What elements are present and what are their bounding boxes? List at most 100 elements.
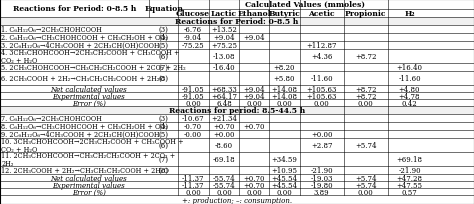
Text: 0.00: 0.00 xyxy=(276,188,292,196)
Text: -6.76: -6.76 xyxy=(184,26,202,34)
Text: Propionic: Propionic xyxy=(345,10,386,18)
Text: Equation: Equation xyxy=(144,5,183,13)
Text: Butyric: Butyric xyxy=(268,10,301,18)
Text: +34.59: +34.59 xyxy=(272,155,297,163)
Text: 9. 2C₆H₁₂O₆→4CH₃COOH + 2CH₃CH(OH)COOH: 9. 2C₆H₁₂O₆→4CH₃COOH + 2CH₃CH(OH)COOH xyxy=(1,130,160,138)
Text: -8.60: -8.60 xyxy=(215,141,233,149)
Text: 4. 3CH₃CHOHCOOH→2CH₃CH₂COOH + CH₃COOH +: 4. 3CH₃CHOHCOOH→2CH₃CH₂COOH + CH₃COOH + xyxy=(1,49,180,57)
Text: -75.25: -75.25 xyxy=(182,42,204,50)
Text: Lactic: Lactic xyxy=(211,10,237,18)
Text: 0.00: 0.00 xyxy=(246,99,262,107)
Text: +9.04: +9.04 xyxy=(244,34,265,42)
Text: -21.90: -21.90 xyxy=(398,166,421,174)
Text: +9.04: +9.04 xyxy=(244,92,265,100)
Text: -0.00: -0.00 xyxy=(184,130,202,138)
Text: Reactions for period: 8.5-44.5 h: Reactions for period: 8.5-44.5 h xyxy=(169,106,305,114)
Text: -11.37: -11.37 xyxy=(182,181,204,188)
Text: +0.70: +0.70 xyxy=(244,174,265,182)
Text: +64.17: +64.17 xyxy=(211,92,237,100)
Text: (3): (3) xyxy=(159,26,168,34)
Text: +47.28: +47.28 xyxy=(397,174,422,182)
Text: 0.00: 0.00 xyxy=(185,99,201,107)
Text: -91.05: -91.05 xyxy=(182,92,204,100)
Text: +21.34: +21.34 xyxy=(211,114,237,122)
Text: -16.40: -16.40 xyxy=(213,64,235,72)
Text: 0.00: 0.00 xyxy=(276,99,292,107)
Text: +5.80: +5.80 xyxy=(273,75,295,83)
Text: +45.54: +45.54 xyxy=(272,174,297,182)
Text: +5.74: +5.74 xyxy=(355,141,376,149)
Text: 2H₂: 2H₂ xyxy=(1,159,14,167)
Text: 0.57: 0.57 xyxy=(401,188,418,196)
Text: (8): (8) xyxy=(158,75,169,83)
Text: 0.00: 0.00 xyxy=(358,188,374,196)
Text: 3.89: 3.89 xyxy=(314,188,329,196)
Text: 5. 2CH₃CHOHCOOH→CH₃CH₂CH₂COOH + 2CO₂ + 2H₂: 5. 2CH₃CHOHCOOH→CH₃CH₂CH₂COOH + 2CO₂ + 2… xyxy=(1,64,186,72)
Text: +5.74: +5.74 xyxy=(355,174,376,182)
Text: -13.08: -13.08 xyxy=(213,53,235,61)
Text: -19.80: -19.80 xyxy=(310,181,333,188)
Text: (7): (7) xyxy=(158,155,169,163)
Text: +4.36: +4.36 xyxy=(311,53,332,61)
Text: -55.74: -55.74 xyxy=(213,181,235,188)
Text: +0.00: +0.00 xyxy=(311,130,332,138)
Text: -21.90: -21.90 xyxy=(310,166,333,174)
Text: 10. 3CH₃CHOHCOOH→2CH₃CH₂COOH + CH₃COOH +: 10. 3CH₃CHOHCOOH→2CH₃CH₂COOH + CH₃COOH + xyxy=(1,137,184,145)
Text: 0.00: 0.00 xyxy=(216,188,232,196)
Text: +47.55: +47.55 xyxy=(397,181,422,188)
Text: +8.72: +8.72 xyxy=(355,92,376,100)
Text: +10.95: +10.95 xyxy=(272,166,297,174)
Text: 8. C₆H₁₂O₆→CH₃CHOHCOOH + CH₃CH₂OH + CO₂: 8. C₆H₁₂O₆→CH₃CHOHCOOH + CH₃CH₂OH + CO₂ xyxy=(1,122,168,130)
Text: Reactions for Period: 0-8.5 h: Reactions for Period: 0-8.5 h xyxy=(175,18,299,26)
Text: (3): (3) xyxy=(159,114,168,122)
Text: -91.05: -91.05 xyxy=(182,85,204,93)
Text: +105.63: +105.63 xyxy=(306,85,337,93)
Text: +105.63: +105.63 xyxy=(306,92,337,100)
Text: Ethanol: Ethanol xyxy=(237,10,271,18)
Text: -9.04: -9.04 xyxy=(184,34,202,42)
Text: Experimental values: Experimental values xyxy=(53,181,125,188)
Text: (7): (7) xyxy=(158,64,169,72)
Text: -69.18: -69.18 xyxy=(213,155,235,163)
Text: CO₂ + H₂O: CO₂ + H₂O xyxy=(1,57,37,65)
Text: 0.00: 0.00 xyxy=(246,188,262,196)
Bar xyxy=(0,18,474,26)
Text: Experimental values: Experimental values xyxy=(53,92,125,100)
Text: Error (%): Error (%) xyxy=(72,99,106,107)
Text: H₂: H₂ xyxy=(404,10,415,18)
Text: -19.03: -19.03 xyxy=(310,174,333,182)
Text: 3. 2C₆H₁₂O₆→4CH₃COOH + 2CH₃CH(OH)COOH: 3. 2C₆H₁₂O₆→4CH₃COOH + 2CH₃CH(OH)COOH xyxy=(1,42,160,50)
Text: -11.60: -11.60 xyxy=(310,75,333,83)
Text: -11.37: -11.37 xyxy=(182,174,204,182)
Text: +0.70: +0.70 xyxy=(244,181,265,188)
Text: Glucose: Glucose xyxy=(176,10,210,18)
Text: +0.00: +0.00 xyxy=(213,130,235,138)
Text: 11. 2CH₃CHOHCOOH→CH₃CH₂CH₂COOH + 2CO₂ +: 11. 2CH₃CHOHCOOH→CH₃CH₂CH₂COOH + 2CO₂ + xyxy=(1,151,176,159)
Text: +14.08: +14.08 xyxy=(272,85,297,93)
Text: (6): (6) xyxy=(158,53,169,61)
Text: +5.74: +5.74 xyxy=(355,181,376,188)
Text: +9.04: +9.04 xyxy=(244,85,265,93)
Text: -55.74: -55.74 xyxy=(213,174,235,182)
Text: 0.00: 0.00 xyxy=(358,99,374,107)
Text: 0.00: 0.00 xyxy=(185,188,201,196)
Text: 0.00: 0.00 xyxy=(314,99,329,107)
Text: (4): (4) xyxy=(158,122,169,130)
Text: 12. 2CH₃COOH + 2H₂→CH₃CH₂CH₂COOH + 2H₂O: 12. 2CH₃COOH + 2H₂→CH₃CH₂CH₂COOH + 2H₂O xyxy=(1,166,169,174)
Text: Error (%): Error (%) xyxy=(72,188,106,196)
Text: +13.52: +13.52 xyxy=(211,26,237,34)
Text: +2.87: +2.87 xyxy=(311,141,332,149)
Text: Net calculated values: Net calculated values xyxy=(51,85,127,93)
Text: +75.25: +75.25 xyxy=(211,42,237,50)
Text: +14.08: +14.08 xyxy=(272,92,297,100)
Text: Acetic: Acetic xyxy=(308,10,335,18)
Text: -0.70: -0.70 xyxy=(184,122,202,130)
Text: +112.87: +112.87 xyxy=(306,42,337,50)
Text: 6. 2CH₃COOH + 2H₂→CH₃CH₂CH₂COOH + 2H₂O: 6. 2CH₃COOH + 2H₂→CH₃CH₂CH₂COOH + 2H₂O xyxy=(1,75,165,83)
Text: +8.20: +8.20 xyxy=(273,64,295,72)
Text: Net calculated values: Net calculated values xyxy=(51,174,127,182)
Text: +9.04: +9.04 xyxy=(213,34,235,42)
Text: +16.40: +16.40 xyxy=(397,64,422,72)
Text: (5): (5) xyxy=(158,42,169,50)
Text: +45.54: +45.54 xyxy=(272,181,297,188)
